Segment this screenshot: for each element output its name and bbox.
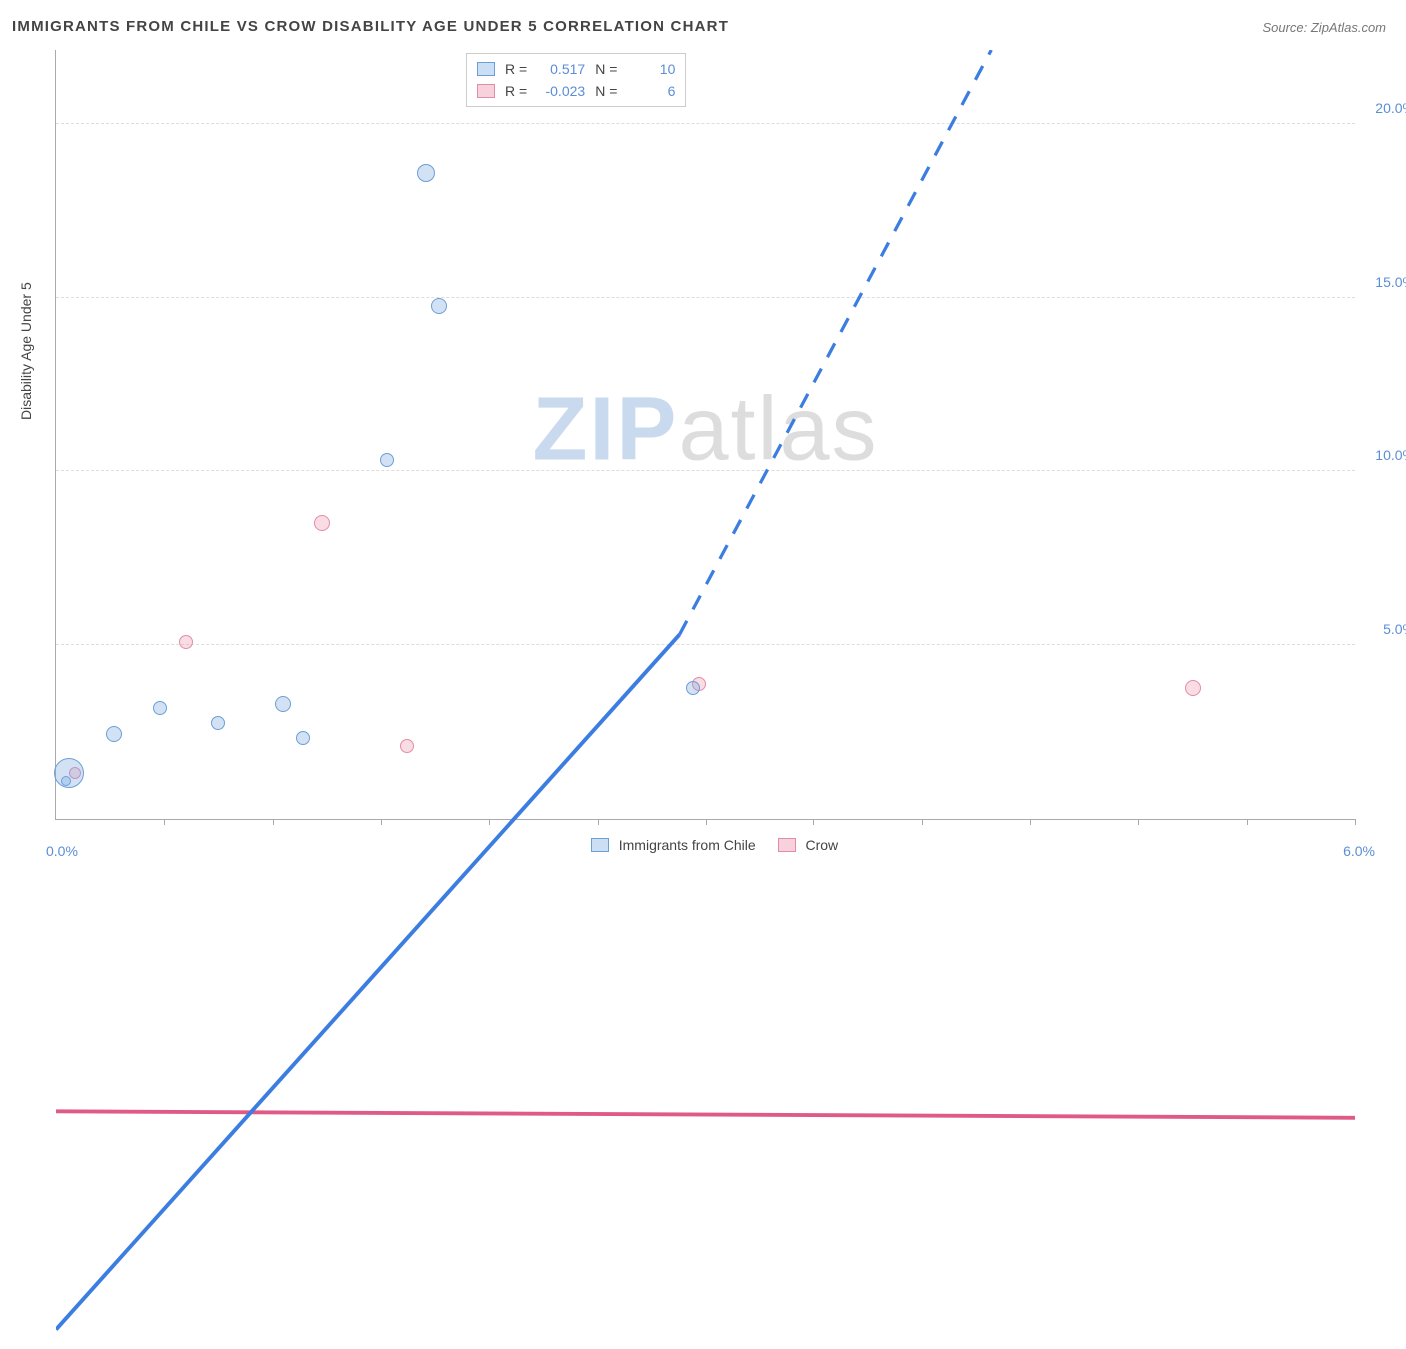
legend-top: R = 0.517 N = 10 R = -0.023 N = 6 xyxy=(466,53,686,107)
data-point xyxy=(211,716,225,730)
gridline xyxy=(56,297,1355,298)
watermark: ZIPatlas xyxy=(532,378,878,481)
data-point xyxy=(106,726,122,742)
trend-lines xyxy=(56,50,1355,1349)
data-point xyxy=(61,776,71,786)
legend-swatch-blue-2 xyxy=(591,838,609,852)
plot-area: ZIPatlas 5.0%10.0%15.0%20.0% R = 0.517 N… xyxy=(55,50,1355,820)
y-axis-label: Disability Age Under 5 xyxy=(18,282,34,420)
data-point xyxy=(153,701,167,715)
gridline xyxy=(56,470,1355,471)
gridline xyxy=(56,644,1355,645)
x-tick xyxy=(489,819,490,825)
chart-title: IMMIGRANTS FROM CHILE VS CROW DISABILITY… xyxy=(12,18,729,35)
y-tick-label: 10.0% xyxy=(1360,447,1406,463)
legend-swatch-pink xyxy=(477,84,495,98)
x-tick xyxy=(1355,819,1356,825)
data-point xyxy=(380,453,394,467)
gridline xyxy=(56,123,1355,124)
x-tick xyxy=(273,819,274,825)
data-point xyxy=(400,739,414,753)
data-point xyxy=(296,731,310,745)
data-point xyxy=(179,635,193,649)
x-tick xyxy=(813,819,814,825)
legend-swatch-pink-2 xyxy=(778,838,796,852)
x-tick xyxy=(381,819,382,825)
legend-swatch-blue xyxy=(477,62,495,76)
x-tick xyxy=(598,819,599,825)
data-point xyxy=(417,164,435,182)
y-tick-label: 15.0% xyxy=(1360,274,1406,290)
x-tick xyxy=(706,819,707,825)
legend-bottom: Immigrants from Chile Crow xyxy=(56,837,1355,853)
data-point xyxy=(431,298,447,314)
x-tick xyxy=(164,819,165,825)
data-point xyxy=(686,681,700,695)
y-tick-label: 20.0% xyxy=(1360,100,1406,116)
x-tick xyxy=(1030,819,1031,825)
x-tick xyxy=(922,819,923,825)
x-tick xyxy=(1247,819,1248,825)
source-label: Source: ZipAtlas.com xyxy=(1262,20,1386,35)
data-point xyxy=(314,515,330,531)
data-point xyxy=(1185,680,1201,696)
data-point xyxy=(275,696,291,712)
y-tick-label: 5.0% xyxy=(1360,621,1406,637)
x-tick xyxy=(1138,819,1139,825)
